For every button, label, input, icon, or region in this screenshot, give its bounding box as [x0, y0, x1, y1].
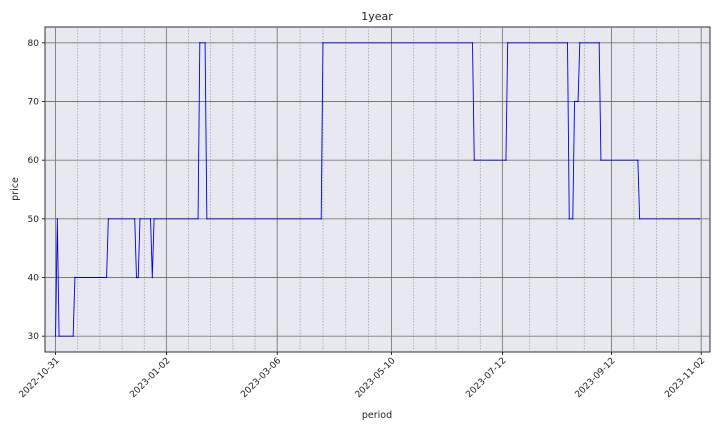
data-point	[573, 100, 576, 103]
data-point	[56, 218, 59, 220]
x-tick-label: 2023-11-02	[663, 356, 707, 400]
data-point	[74, 276, 76, 279]
data-point	[598, 42, 600, 44]
series-layer	[54, 42, 701, 337]
x-tick-label: 2023-09-12	[574, 356, 618, 400]
data-point	[638, 218, 641, 220]
chart-title: 1year	[361, 10, 393, 23]
y-tick-label: 50	[28, 215, 40, 225]
data-point	[107, 218, 110, 220]
data-point	[572, 218, 574, 220]
x-tick-label: 2023-03-06	[239, 356, 283, 400]
data-point	[637, 159, 639, 161]
data-point	[568, 218, 570, 220]
x-axis-label: period	[362, 410, 392, 421]
data-point	[134, 218, 136, 220]
data-point	[137, 276, 139, 279]
data-point	[199, 42, 201, 44]
data-point	[153, 218, 155, 220]
x-tick-label: 2023-07-12	[464, 356, 508, 400]
data-point	[149, 218, 152, 220]
data-point	[698, 218, 701, 220]
x-tick-label: 2023-05-10	[354, 356, 398, 400]
data-point	[471, 42, 474, 44]
data-point	[204, 42, 206, 44]
data-point	[135, 276, 138, 279]
data-point	[197, 218, 199, 220]
y-axis-label: price	[10, 177, 21, 201]
data-point	[58, 335, 60, 337]
data-point	[105, 276, 108, 279]
y-axis-ticks: 30 40 50 60 70 80	[28, 39, 45, 342]
data-point	[506, 42, 509, 44]
y-tick-label: 60	[28, 156, 40, 166]
data-point	[206, 218, 208, 220]
data-point	[151, 276, 154, 279]
y-tick-label: 30	[28, 332, 40, 342]
minor-grid	[77, 27, 680, 352]
data-point	[505, 159, 507, 161]
y-tick-label: 70	[28, 98, 40, 108]
y-tick-label: 80	[28, 39, 40, 49]
data-point	[54, 335, 57, 337]
x-axis-ticks: 2022-10-31 2023-01-02 2023-03-06 2023-05-10…	[18, 352, 707, 400]
data-point	[72, 335, 74, 337]
data-point	[600, 159, 602, 161]
plot-area	[44, 26, 711, 353]
major-grid	[45, 27, 710, 352]
data-point	[139, 218, 141, 220]
data-point	[577, 100, 579, 103]
data-point	[320, 218, 322, 220]
x-tick-label: 2023-01-02	[128, 356, 172, 400]
y-tick-label: 40	[28, 273, 40, 283]
data-point	[473, 159, 475, 161]
data-point	[579, 42, 581, 44]
data-point	[322, 42, 324, 44]
x-tick-label: 2022-10-31	[18, 356, 62, 400]
data-point	[566, 42, 569, 44]
